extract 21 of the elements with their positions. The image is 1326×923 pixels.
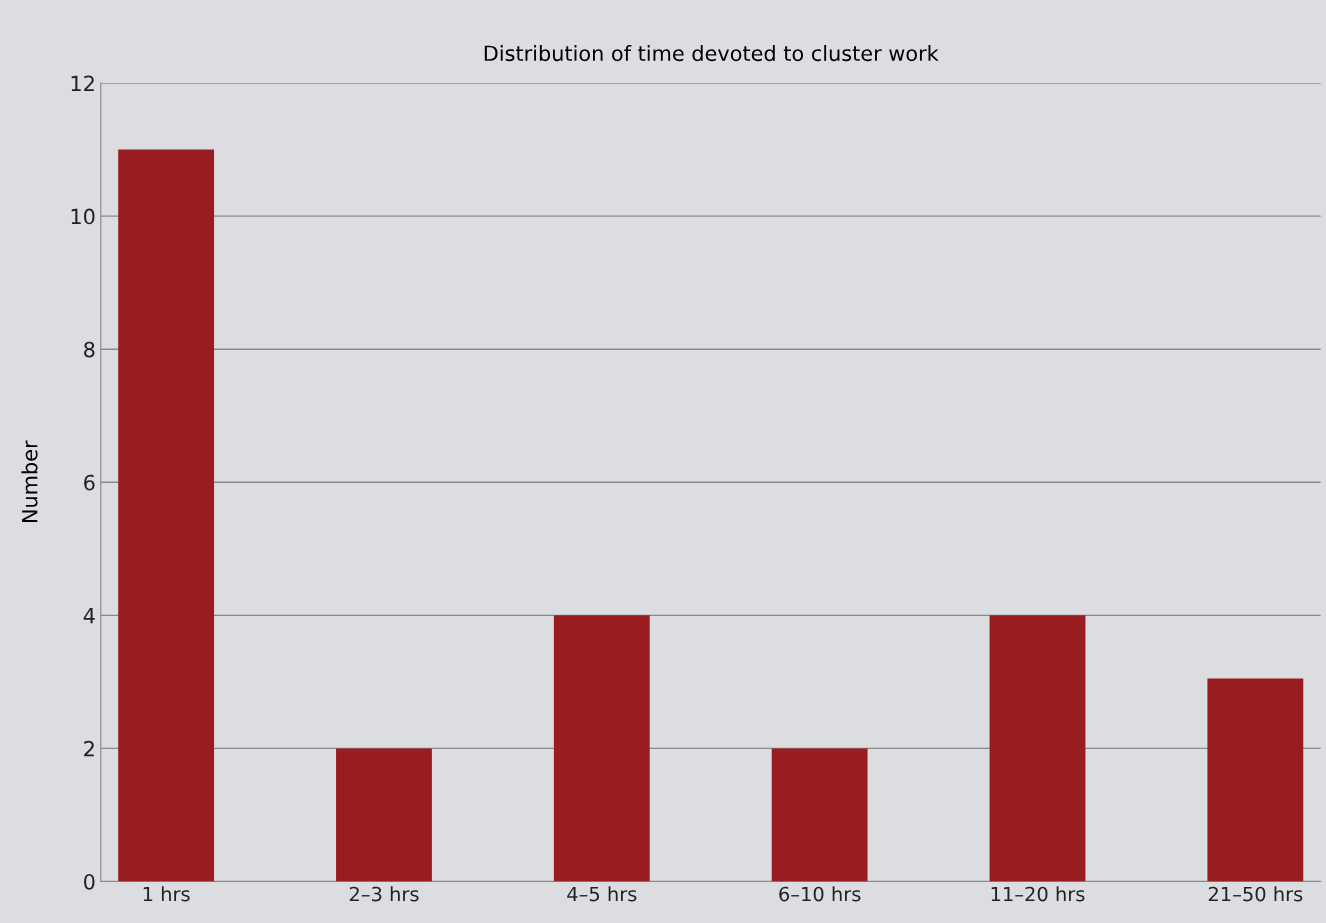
x-tick-label: 11–20 hrs xyxy=(991,886,1085,902)
x-tick-label: 21–50 hrs xyxy=(1208,886,1303,902)
y-axis-title: Number xyxy=(21,440,38,523)
y-tick-label: 10 xyxy=(71,208,95,225)
bar xyxy=(118,149,215,882)
y-tick-label: 2 xyxy=(84,740,94,757)
y-tick-label: 0 xyxy=(84,873,95,890)
bar xyxy=(1207,678,1304,882)
bar xyxy=(989,615,1086,882)
bar xyxy=(771,748,868,882)
chart-title: Distribution of time devoted to cluster work xyxy=(484,45,939,62)
x-tick-label: 4–5 hrs xyxy=(567,886,637,902)
y-tick-label: 8 xyxy=(84,341,95,358)
x-tick-label: 2–3 hrs xyxy=(349,886,419,902)
x-tick-label: 6–10 hrs xyxy=(779,886,861,902)
y-tick-label: 4 xyxy=(83,608,95,624)
bar xyxy=(336,748,432,882)
x-tick-label: 1 hrs xyxy=(143,886,190,902)
y-tick-label: 6 xyxy=(84,474,95,491)
bar xyxy=(553,615,650,882)
y-tick-label: 12 xyxy=(71,75,94,91)
